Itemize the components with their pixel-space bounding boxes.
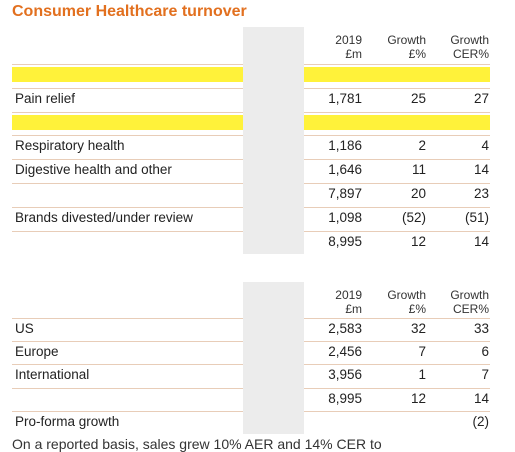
cell-value: 12 xyxy=(410,390,426,406)
cell-value: 14 xyxy=(473,390,489,406)
column-band xyxy=(243,282,304,434)
cell-value: 14 xyxy=(473,162,489,178)
row-label: Pain relief xyxy=(15,90,76,106)
cell-value: 11 xyxy=(411,162,426,178)
cell-value: 8,995 xyxy=(328,390,362,406)
column-header: Growth xyxy=(387,288,426,302)
column-header: Growth xyxy=(450,33,489,47)
cell-value: 7 xyxy=(418,344,426,360)
cell-value: 12 xyxy=(410,233,426,249)
row-label: Europe xyxy=(15,344,59,360)
column-unit: CER% xyxy=(452,302,489,316)
cell-value: 2 xyxy=(418,138,426,154)
footer-text: On a reported basis, sales grew 10% AER … xyxy=(12,436,382,452)
cell-value: 8,995 xyxy=(328,233,362,249)
cell-value: 6 xyxy=(481,344,489,360)
cell-value: 1,098 xyxy=(328,209,362,225)
column-unit: CER% xyxy=(452,47,489,61)
column-unit: £% xyxy=(408,47,426,61)
column-unit: £m xyxy=(345,47,362,61)
cell-value: 32 xyxy=(410,321,426,336)
row-label: Pro-forma growth xyxy=(15,413,120,429)
cell-value: 1 xyxy=(418,367,426,383)
column-unit: £% xyxy=(408,302,426,316)
cell-value: 2,456 xyxy=(328,344,362,360)
cell-value: 20 xyxy=(410,186,426,201)
row-label: US xyxy=(15,321,34,336)
cell-value: 1,186 xyxy=(328,138,362,154)
cell-value: 1,781 xyxy=(328,90,362,106)
row-label: Brands divested/under review xyxy=(15,209,193,225)
column-header: 2019 xyxy=(335,288,362,302)
cell-value: (2) xyxy=(472,413,490,429)
cell-value: 3,956 xyxy=(328,367,362,383)
cell-value: 7 xyxy=(481,367,489,383)
cell-value: 33 xyxy=(473,321,489,336)
cell-value: 23 xyxy=(473,186,489,201)
row-label: Digestive health and other xyxy=(15,162,172,178)
column-header: Growth xyxy=(450,288,489,302)
cell-value: 25 xyxy=(410,90,426,106)
column-header: 2019 xyxy=(335,33,362,47)
cell-value: (52) xyxy=(401,209,426,225)
cell-value: 2,583 xyxy=(328,321,362,336)
column-unit: £m xyxy=(345,302,362,316)
cell-value: 14 xyxy=(473,233,489,249)
cell-value: 27 xyxy=(473,90,489,106)
cell-value: 1,646 xyxy=(328,162,362,178)
cell-value: (51) xyxy=(464,209,489,225)
row-label: International xyxy=(15,367,90,383)
cell-value: 4 xyxy=(481,138,489,154)
title: Consumer Healthcare turnover xyxy=(12,3,247,20)
column-band xyxy=(243,27,304,255)
column-header: Growth xyxy=(387,33,426,47)
cell-value: 7,897 xyxy=(328,186,362,201)
row-label: Respiratory health xyxy=(15,138,125,154)
